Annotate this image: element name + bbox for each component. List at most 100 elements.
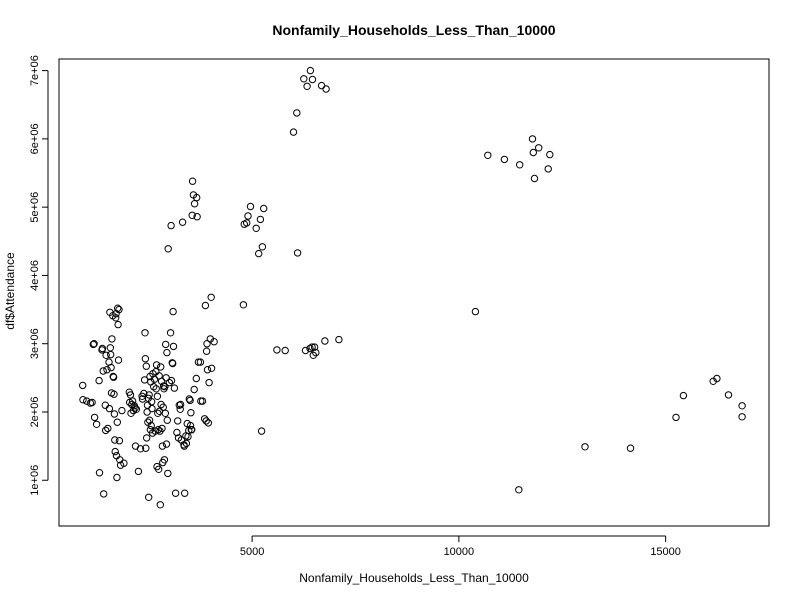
y-axis-label: df$Attendance bbox=[3, 252, 17, 330]
data-point bbox=[256, 215, 265, 224]
y-axis: 1e+06 2e+06 3e+06 4e+06 5e+06 6e+06 7e+06 bbox=[29, 55, 49, 496]
data-point bbox=[188, 211, 196, 220]
data-point bbox=[104, 424, 112, 433]
data-point bbox=[154, 409, 162, 417]
data-point bbox=[581, 443, 589, 451]
data-point bbox=[138, 395, 147, 403]
data-point bbox=[107, 363, 115, 372]
data-point bbox=[484, 151, 492, 160]
data-point bbox=[200, 415, 209, 423]
data-point bbox=[163, 348, 171, 357]
data-point bbox=[738, 402, 746, 410]
data-point bbox=[169, 307, 177, 316]
data-point bbox=[471, 307, 480, 316]
data-point bbox=[112, 452, 121, 460]
data-point bbox=[535, 144, 543, 152]
data-point bbox=[530, 174, 539, 183]
data-point bbox=[88, 398, 96, 407]
data-point bbox=[281, 346, 289, 355]
data-point bbox=[300, 75, 308, 83]
data-point bbox=[105, 404, 114, 413]
data-point bbox=[306, 344, 314, 353]
data-point bbox=[79, 381, 87, 390]
data-point bbox=[205, 378, 213, 387]
data-point bbox=[160, 456, 169, 464]
data-point bbox=[145, 391, 153, 399]
data-point bbox=[528, 135, 537, 143]
data-point bbox=[301, 346, 310, 355]
data-point bbox=[260, 204, 268, 213]
data-point bbox=[188, 426, 196, 434]
data-point bbox=[136, 445, 145, 453]
data-point bbox=[163, 416, 172, 424]
data-point bbox=[196, 358, 205, 366]
data-point bbox=[679, 391, 688, 400]
data-point bbox=[198, 397, 207, 405]
x-axis: 5000 10000 15000 bbox=[240, 535, 681, 558]
data-point bbox=[106, 344, 115, 352]
data-point bbox=[114, 320, 122, 329]
data-point bbox=[738, 413, 746, 421]
data-point bbox=[141, 355, 150, 363]
data-point bbox=[115, 305, 123, 314]
y-tick-label: 1e+06 bbox=[29, 465, 41, 496]
data-point bbox=[131, 404, 139, 412]
data-point bbox=[185, 395, 194, 403]
data-point bbox=[190, 385, 198, 394]
data-point bbox=[111, 436, 119, 444]
y-tick-label: 7e+06 bbox=[29, 55, 41, 86]
data-point bbox=[155, 465, 163, 473]
data-point bbox=[202, 347, 211, 355]
data-point bbox=[161, 383, 169, 391]
data-point bbox=[103, 366, 111, 374]
data-point bbox=[142, 444, 150, 452]
data-point bbox=[255, 249, 263, 258]
data-point bbox=[201, 301, 210, 310]
data-point bbox=[164, 245, 172, 253]
data-point bbox=[90, 340, 98, 348]
x-tick-label: 15000 bbox=[650, 546, 681, 558]
data-point bbox=[171, 489, 180, 497]
data-point bbox=[246, 202, 255, 211]
data-point bbox=[107, 350, 115, 359]
data-point bbox=[321, 337, 329, 345]
data-point bbox=[544, 165, 552, 173]
data-point bbox=[335, 335, 343, 344]
data-point bbox=[158, 442, 167, 450]
data-point bbox=[161, 409, 170, 417]
data-point bbox=[90, 413, 99, 422]
data-point bbox=[132, 405, 141, 413]
data-point bbox=[178, 218, 187, 226]
data-point bbox=[193, 213, 201, 221]
data-point bbox=[500, 155, 509, 164]
data-point bbox=[102, 351, 110, 359]
data-point bbox=[166, 329, 175, 337]
data-point bbox=[252, 224, 260, 233]
data-point bbox=[150, 383, 158, 391]
data-point bbox=[165, 378, 174, 387]
data-point bbox=[110, 410, 119, 418]
y-tick-label: 3e+06 bbox=[29, 328, 41, 359]
data-point bbox=[111, 447, 119, 456]
data-point bbox=[529, 148, 537, 157]
data-point bbox=[118, 406, 126, 415]
x-tick-label: 10000 bbox=[444, 546, 475, 558]
data-point bbox=[258, 243, 267, 251]
data-point bbox=[156, 501, 165, 509]
data-point bbox=[724, 391, 733, 399]
data-point bbox=[293, 249, 302, 257]
data-point bbox=[108, 335, 116, 343]
data-point bbox=[626, 444, 635, 452]
data-point bbox=[167, 221, 175, 230]
data-point bbox=[79, 396, 87, 404]
data-point bbox=[162, 440, 171, 448]
data-point bbox=[207, 364, 216, 372]
data-point bbox=[169, 359, 177, 368]
data-point bbox=[102, 426, 110, 435]
data-point bbox=[95, 376, 103, 385]
data-point bbox=[143, 434, 151, 442]
data-point bbox=[112, 314, 120, 322]
y-tick-label: 6e+06 bbox=[29, 123, 41, 154]
data-point bbox=[312, 348, 320, 357]
data-point bbox=[128, 397, 137, 405]
